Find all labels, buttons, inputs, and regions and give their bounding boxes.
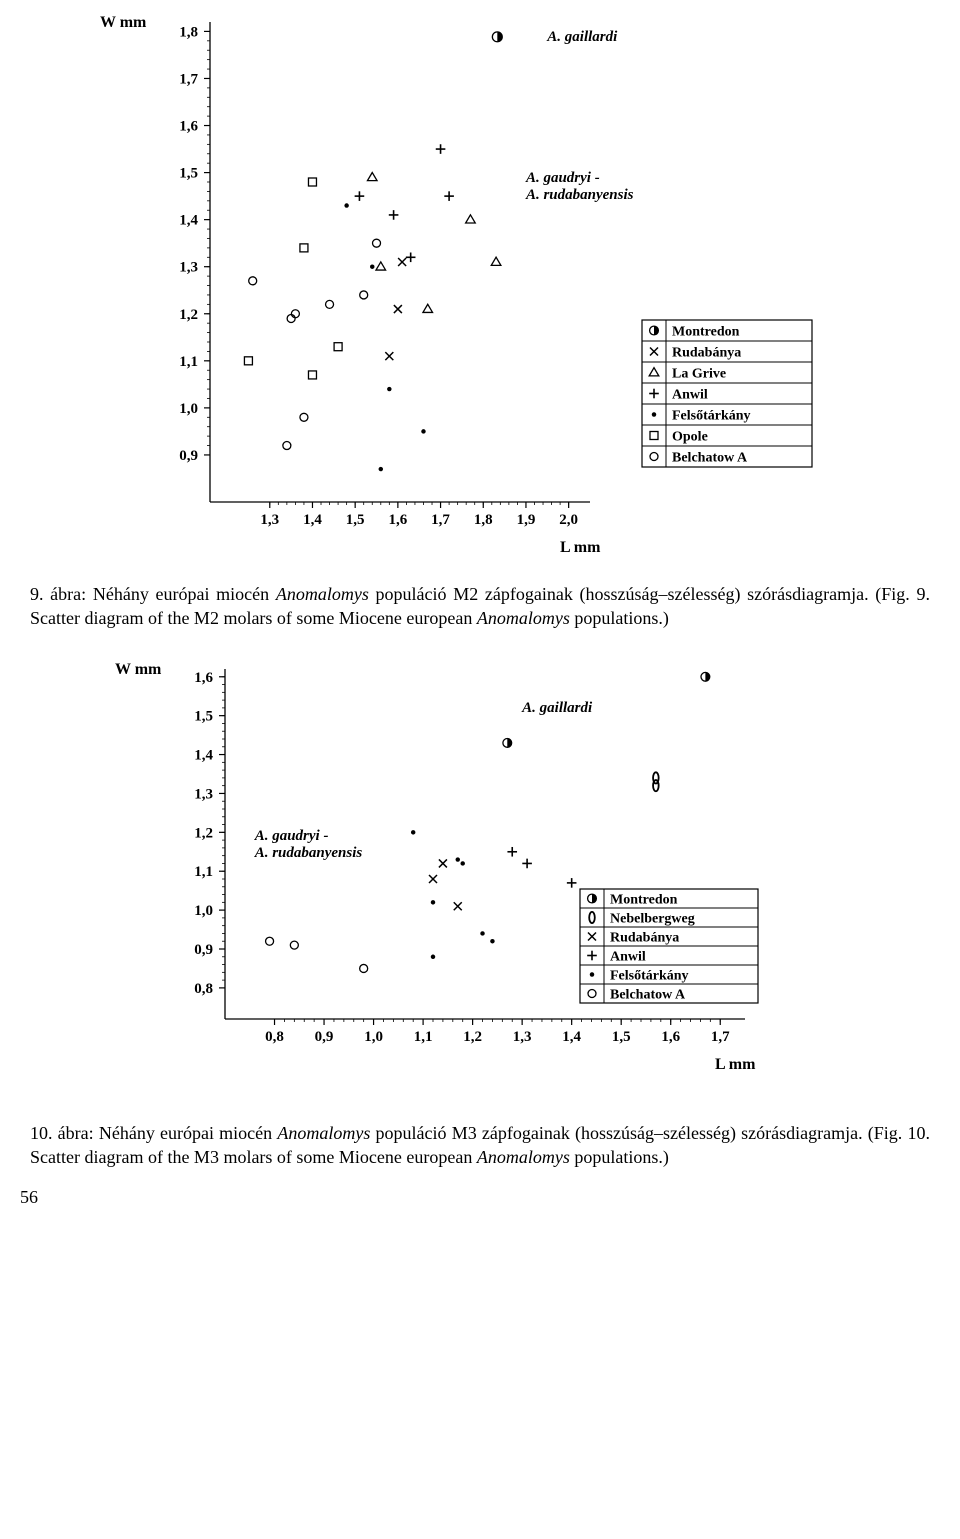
svg-text:1,8: 1,8	[474, 512, 493, 528]
svg-text:1,0: 1,0	[364, 1029, 383, 1045]
svg-text:1,3: 1,3	[513, 1029, 532, 1045]
svg-text:1,0: 1,0	[194, 903, 213, 919]
svg-text:A. rudabanyensis: A. rudabanyensis	[525, 187, 634, 203]
svg-text:1,3: 1,3	[194, 786, 213, 802]
svg-text:1,7: 1,7	[179, 71, 198, 87]
svg-text:1,6: 1,6	[194, 669, 213, 685]
svg-text:1,4: 1,4	[194, 747, 213, 763]
svg-text:2,0: 2,0	[559, 512, 578, 528]
svg-text:1,7: 1,7	[711, 1029, 730, 1045]
caption-text: populations.)	[570, 608, 669, 628]
svg-text:A. rudabanyensis: A. rudabanyensis	[254, 845, 363, 861]
caption-text: populations.)	[570, 1147, 669, 1167]
caption-text: 9. ábra: Néhány európai miocén	[30, 584, 276, 604]
svg-text:1,2: 1,2	[194, 825, 213, 841]
svg-text:1,2: 1,2	[179, 307, 198, 323]
svg-text:1,5: 1,5	[179, 166, 198, 182]
svg-text:0,9: 0,9	[315, 1029, 334, 1045]
svg-text:Nebelbergweg: Nebelbergweg	[610, 911, 695, 926]
scatter-chart-m3: 0,8 0,9 1,0 1,1 1,2 1,3 1,4 1,5 1,6 1,7 0,8 0,9 1,0 1…	[10, 649, 950, 1109]
svg-text:L mm: L mm	[560, 539, 601, 556]
svg-text:1,4: 1,4	[562, 1029, 581, 1045]
svg-text:1,1: 1,1	[194, 864, 213, 880]
svg-text:Opole: Opole	[672, 430, 708, 445]
scatter-chart-m2: 1,3 1,4 1,5 1,6 1,7 1,8 1,9 2,0 0,9 1,0 1,1 1,2 1,3 1…	[10, 10, 950, 570]
svg-text:L mm: L mm	[715, 1056, 756, 1073]
svg-text:0,8: 0,8	[265, 1029, 284, 1045]
svg-text:Belchatow A: Belchatow A	[672, 451, 748, 466]
svg-text:Belchatow A: Belchatow A	[610, 987, 686, 1002]
svg-text:1,6: 1,6	[179, 119, 198, 135]
svg-text:1,5: 1,5	[612, 1029, 631, 1045]
svg-text:Anwil: Anwil	[672, 388, 708, 403]
svg-text:1,6: 1,6	[388, 512, 407, 528]
svg-text:W mm: W mm	[115, 661, 162, 678]
svg-text:1,3: 1,3	[179, 260, 198, 276]
svg-text:Anwil: Anwil	[610, 949, 646, 964]
caption-text: 10. ábra: Néhány európai miocén	[30, 1123, 277, 1143]
svg-text:Felsőtárkány: Felsőtárkány	[672, 409, 751, 424]
svg-text:1,5: 1,5	[346, 512, 365, 528]
svg-text:1,1: 1,1	[179, 354, 198, 370]
svg-text:1,5: 1,5	[194, 708, 213, 724]
svg-text:0,9: 0,9	[194, 942, 213, 958]
svg-text:A. gaillardi: A. gaillardi	[546, 29, 618, 45]
svg-text:Montredon: Montredon	[672, 325, 740, 340]
svg-text:1,6: 1,6	[661, 1029, 680, 1045]
svg-text:0,8: 0,8	[194, 980, 213, 996]
svg-text:1,7: 1,7	[431, 512, 450, 528]
svg-text:A. gaudryi -: A. gaudryi -	[254, 828, 329, 844]
svg-text:Rudabánya: Rudabánya	[610, 930, 679, 945]
svg-text:1,8: 1,8	[179, 24, 198, 40]
svg-text:A. gaudryi -: A. gaudryi -	[525, 170, 600, 186]
figure-9-caption: 9. ábra: Néhány európai miocén Anomalomy…	[30, 582, 930, 631]
caption-italic: Anomalomys	[276, 584, 369, 604]
caption-italic: Anomalomys	[277, 1123, 370, 1143]
figure-10-caption: 10. ábra: Néhány európai miocén Anomalom…	[30, 1121, 930, 1170]
caption-italic: Anomalomys	[477, 1147, 570, 1167]
svg-text:1,0: 1,0	[179, 401, 198, 417]
svg-text:La Grive: La Grive	[672, 367, 726, 382]
svg-text:Montredon: Montredon	[610, 892, 678, 907]
svg-text:1,4: 1,4	[179, 213, 198, 229]
svg-text:Felsőtárkány: Felsőtárkány	[610, 968, 689, 983]
svg-text:A. gaillardi: A. gaillardi	[521, 699, 593, 715]
svg-text:W mm: W mm	[100, 14, 147, 31]
svg-text:Rudabánya: Rudabánya	[672, 346, 741, 361]
page-number: 56	[20, 1187, 950, 1208]
svg-text:1,4: 1,4	[303, 512, 322, 528]
svg-text:1,2: 1,2	[463, 1029, 482, 1045]
svg-text:0,9: 0,9	[179, 448, 198, 464]
svg-text:1,1: 1,1	[414, 1029, 433, 1045]
svg-text:1,3: 1,3	[260, 512, 279, 528]
svg-text:1,9: 1,9	[517, 512, 536, 528]
caption-italic: Anomalomys	[477, 608, 570, 628]
